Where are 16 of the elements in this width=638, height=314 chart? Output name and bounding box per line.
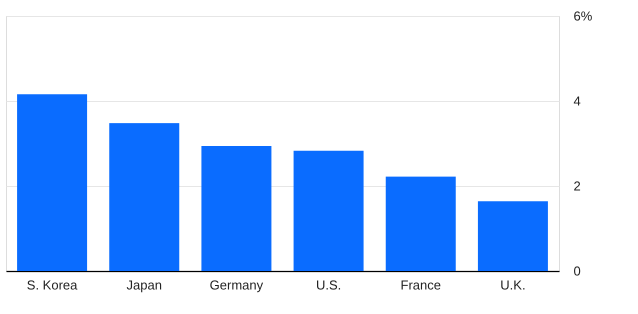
y-tick-label: 6% (574, 8, 593, 24)
bar (17, 94, 88, 271)
x-tick-label: U.K. (500, 278, 526, 292)
y-tick-label: 2 (574, 178, 581, 194)
bar (386, 176, 456, 271)
x-tick-label: S. Korea (26, 278, 78, 292)
x-tick-label: Germany (210, 278, 264, 292)
bar (478, 201, 548, 271)
x-tick-label: France (400, 278, 441, 292)
x-tick-label: U.S. (316, 278, 342, 292)
bar (109, 123, 180, 271)
y-tick-label: 4 (574, 94, 581, 108)
bar (294, 150, 364, 271)
bar (201, 146, 272, 271)
x-tick-label: Japan (126, 278, 162, 292)
y-tick-label: 0 (574, 264, 581, 278)
